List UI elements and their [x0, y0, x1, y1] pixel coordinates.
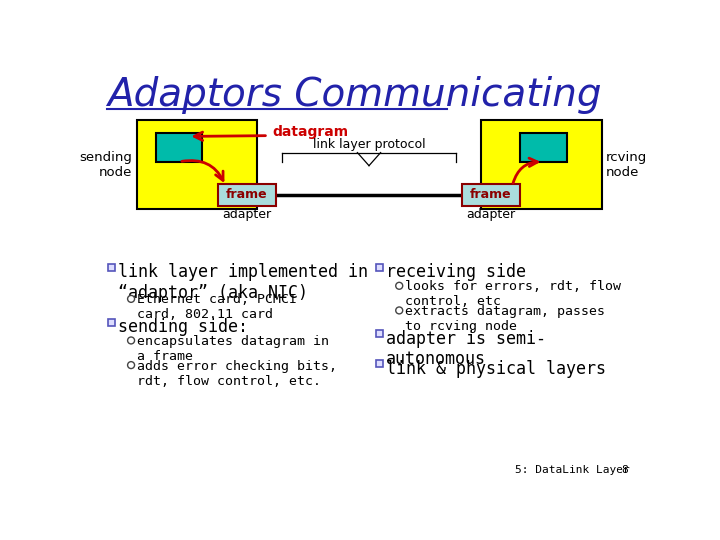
- Text: link layer implemented in
“adaptor” (aka NIC): link layer implemented in “adaptor” (aka…: [118, 264, 368, 302]
- Text: looks for errors, rdt, flow
control, etc: looks for errors, rdt, flow control, etc: [405, 280, 621, 308]
- Text: 8: 8: [621, 465, 628, 475]
- Text: link & physical layers: link & physical layers: [386, 360, 606, 377]
- Bar: [218, 184, 276, 206]
- Bar: [482, 120, 601, 209]
- Bar: [108, 264, 114, 271]
- Text: receiving side: receiving side: [386, 264, 526, 281]
- Text: link layer protocol: link layer protocol: [312, 138, 426, 151]
- Text: adapter is semi-
autonomous: adapter is semi- autonomous: [386, 330, 546, 368]
- Text: extracts datagram, passes
to rcving node: extracts datagram, passes to rcving node: [405, 305, 606, 333]
- Text: frame: frame: [470, 188, 512, 201]
- Text: adapter: adapter: [467, 208, 516, 221]
- Bar: [156, 132, 202, 162]
- Circle shape: [127, 295, 135, 302]
- Circle shape: [396, 307, 402, 314]
- Text: adds error checking bits,
rdt, flow control, etc.: adds error checking bits, rdt, flow cont…: [138, 360, 337, 388]
- Bar: [137, 120, 256, 209]
- Bar: [108, 319, 114, 326]
- Bar: [376, 330, 383, 338]
- Bar: [520, 132, 567, 162]
- Text: rcving
node: rcving node: [606, 151, 647, 179]
- Bar: [376, 361, 383, 367]
- Circle shape: [127, 362, 135, 369]
- Bar: [376, 264, 383, 271]
- Circle shape: [127, 337, 135, 344]
- Circle shape: [396, 282, 402, 289]
- Text: Adaptors Communicating: Adaptors Communicating: [107, 76, 601, 114]
- Text: 5: DataLink Layer: 5: DataLink Layer: [515, 465, 629, 475]
- Text: frame: frame: [226, 188, 268, 201]
- Text: Ethernet card, PCMCI
card, 802.11 card: Ethernet card, PCMCI card, 802.11 card: [138, 294, 297, 321]
- Text: encapsulates datagram in
a frame: encapsulates datagram in a frame: [138, 335, 329, 363]
- Text: sending
node: sending node: [79, 151, 132, 179]
- Bar: [462, 184, 520, 206]
- Text: adapter: adapter: [222, 208, 271, 221]
- Text: datagram: datagram: [272, 125, 348, 139]
- Text: sending side:: sending side:: [118, 318, 248, 336]
